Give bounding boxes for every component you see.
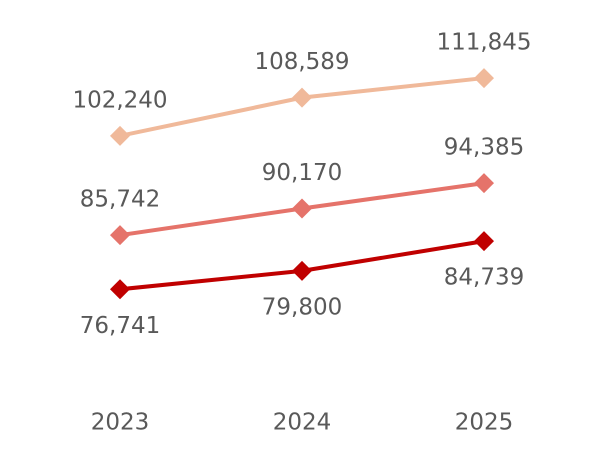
marker xyxy=(110,225,130,246)
data-label: 90,170 xyxy=(262,160,342,186)
marker xyxy=(110,279,130,300)
marker xyxy=(292,198,312,219)
x-tick-label: 2024 xyxy=(273,410,332,436)
x-tick-label: 2025 xyxy=(455,410,514,436)
marker xyxy=(474,173,494,194)
marker xyxy=(474,231,494,252)
data-label: 111,845 xyxy=(436,30,531,56)
data-label: 94,385 xyxy=(444,135,524,161)
data-label: 84,739 xyxy=(444,265,524,291)
marker xyxy=(292,260,312,281)
data-label: 79,800 xyxy=(262,294,342,320)
marker xyxy=(292,87,312,108)
data-label: 102,240 xyxy=(72,87,167,113)
marker xyxy=(110,125,130,146)
marker xyxy=(474,68,494,89)
data-label: 108,589 xyxy=(254,49,349,75)
data-label: 85,742 xyxy=(80,187,160,213)
x-tick-label: 2023 xyxy=(91,410,150,436)
data-label: 76,741 xyxy=(80,313,160,339)
